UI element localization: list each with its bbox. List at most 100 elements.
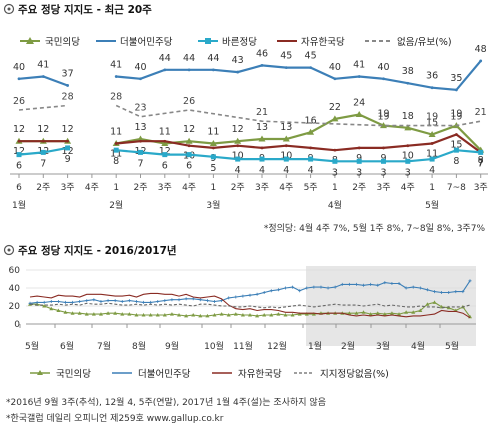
bottom-point-minju	[404, 286, 408, 290]
top-series-line-minju	[116, 60, 482, 92]
top-point-bareun	[235, 156, 241, 162]
bottom-point-kukmin	[269, 313, 274, 317]
bottom-point-minju	[106, 299, 110, 303]
top-value-label-minju: 41	[37, 60, 49, 71]
top-point-bareun	[283, 156, 289, 162]
top-x-tick-label: 3주	[474, 182, 488, 193]
top-point-minju	[41, 75, 45, 78]
top-point-bareun	[138, 149, 143, 155]
top-value-label-none: 19	[450, 112, 462, 123]
top-value-label-kukmin: 11	[110, 126, 122, 137]
top-x-tick-label: 2주	[36, 182, 50, 193]
bottom-point-kukmin	[347, 311, 352, 315]
bottom-point-minju	[326, 286, 330, 290]
top-point-bareun	[381, 158, 386, 164]
top-value-label-minju: 38	[402, 66, 414, 77]
bottom-point-kukmin	[77, 311, 82, 315]
top-x-tick-label: 3주	[255, 182, 269, 193]
bottom-point-minju	[283, 286, 287, 290]
bottom-point-kukmin	[418, 308, 423, 312]
top-point-jayu	[357, 146, 361, 150]
top-value-label-bareun: 4	[429, 165, 435, 176]
top-value-label-kukmin: 13	[134, 122, 146, 133]
top-point-kukmin	[380, 122, 387, 129]
top-point-kukmin	[161, 139, 169, 146]
bottom-point-minju	[63, 300, 67, 304]
bottom-point-minju	[35, 300, 39, 304]
top-x-tick-label: 1	[113, 183, 119, 193]
bottom-point-kukmin	[240, 313, 245, 317]
top-x-tick-label: 1	[332, 183, 338, 193]
top-value-label-bareun: 8	[113, 156, 119, 167]
top-x-tick-label: 3주	[158, 182, 172, 193]
top-x-tick-label: 4주	[401, 182, 415, 193]
top-value-label-bareun: 7	[40, 158, 46, 169]
bottom-point-minju	[49, 300, 53, 303]
top-value-label-kukmin: 24	[353, 97, 365, 108]
bottom-chart-title: 주요 정당 지지도 - 2016/2017년	[18, 244, 177, 257]
bottom-point-minju	[156, 300, 160, 303]
top-point-kukmin	[234, 137, 242, 144]
bottom-point-kukmin	[127, 312, 132, 316]
bottom-x-tick-label: 4월	[411, 340, 425, 352]
legend-label-bareun: 바른정당	[222, 37, 257, 48]
legend-label-kukmin: 국민의당	[45, 37, 80, 48]
top-point-kukmin	[209, 139, 217, 146]
bottom-point-minju	[390, 282, 394, 285]
top-x-tick-label: 4주	[182, 182, 196, 193]
top-value-label-kukmin: 12	[37, 124, 49, 135]
bottom-point-minju	[92, 298, 96, 302]
bottom-point-minju	[461, 290, 465, 294]
bottom-point-minju	[298, 289, 302, 293]
top-point-minju	[212, 68, 215, 72]
top-x-tick-label: 3주	[376, 182, 390, 193]
bottom-x-tick-label: 3월	[376, 340, 390, 352]
bottom-point-minju	[291, 285, 295, 289]
legend-label-jayu: 자유한국당	[238, 369, 282, 380]
top-series-line-none	[18, 104, 68, 111]
top-value-label-minju: 46	[256, 48, 268, 59]
top-value-label-kukmin: 19	[450, 109, 462, 120]
bottom-point-kukmin	[184, 313, 189, 318]
bottom-point-minju	[454, 290, 458, 294]
top-value-label-jayu: 12	[13, 146, 25, 157]
bottom-point-kukmin	[219, 312, 224, 316]
bottom-x-tick-label: 11월	[233, 340, 253, 352]
bottom-point-minju	[177, 298, 181, 302]
bottom-point-kukmin	[226, 313, 231, 317]
top-title-group: 주요 정당 지지도 - 최근 20주	[3, 3, 152, 16]
top-value-label-none: 21	[256, 107, 268, 118]
bottom-point-kukmin	[120, 312, 125, 316]
top-value-label-none: 26	[13, 96, 25, 107]
bottom-point-kukmin	[262, 313, 267, 317]
top-x-tick-label: 5주	[304, 182, 318, 193]
bottom-point-minju	[99, 300, 103, 303]
top-x-tick-label: 3주	[61, 182, 75, 193]
top-point-minju	[139, 77, 142, 81]
bottom-point-kukmin	[198, 313, 203, 318]
top-point-jayu	[66, 139, 69, 143]
bottom-point-kukmin	[290, 313, 295, 317]
bottom-point-minju	[354, 282, 358, 286]
top-value-label-minju: 40	[377, 62, 389, 73]
top-value-label-minju: 44	[183, 53, 195, 64]
top-point-kukmin	[331, 115, 339, 122]
bottom-point-kukmin	[212, 313, 217, 317]
legend-label-kukmin: 국민의당	[56, 369, 91, 380]
top-point-minju	[406, 81, 410, 85]
top-value-label-kukmin: 13	[256, 122, 268, 133]
top-value-label-none: 28	[110, 92, 122, 103]
top-value-label-minju: 48	[475, 44, 487, 55]
top-point-minju	[382, 77, 385, 81]
top-x-tick-label: 4주	[279, 182, 293, 193]
bottom-point-kukmin	[113, 311, 118, 315]
top-point-minju	[430, 86, 434, 90]
top-x-tick-label: 2주	[352, 182, 366, 193]
bottom-point-minju	[142, 300, 146, 304]
top-value-label-none: 19	[426, 112, 438, 123]
bottom-point-kukmin	[205, 313, 210, 318]
bottom-point-kukmin	[84, 312, 89, 316]
bottom-point-minju	[227, 296, 231, 300]
bottom-point-kukmin	[368, 312, 373, 316]
top-point-jayu	[163, 139, 167, 143]
